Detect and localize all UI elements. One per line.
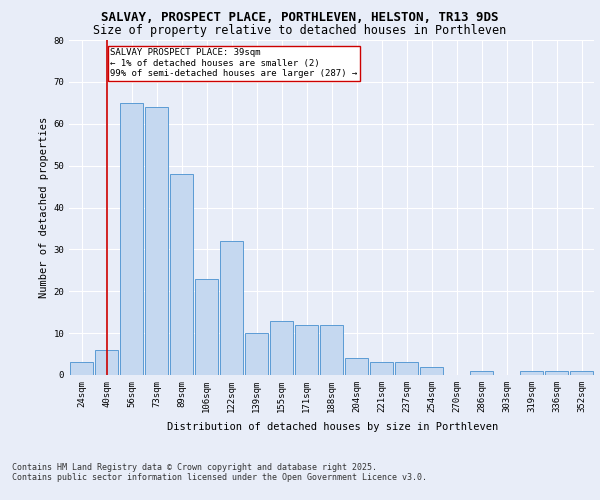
Bar <box>395 362 418 375</box>
Text: SALVAY, PROSPECT PLACE, PORTHLEVEN, HELSTON, TR13 9DS: SALVAY, PROSPECT PLACE, PORTHLEVEN, HELS… <box>101 11 499 24</box>
Bar <box>120 103 143 375</box>
Bar <box>95 350 118 375</box>
Bar <box>195 278 218 375</box>
Bar <box>470 371 493 375</box>
Bar <box>370 362 393 375</box>
Bar <box>345 358 368 375</box>
Bar <box>320 325 343 375</box>
Bar <box>145 107 168 375</box>
Bar <box>220 241 243 375</box>
Bar <box>245 333 268 375</box>
Bar <box>520 371 543 375</box>
Bar <box>545 371 568 375</box>
Text: Distribution of detached houses by size in Porthleven: Distribution of detached houses by size … <box>167 422 499 432</box>
Bar <box>295 325 318 375</box>
Bar <box>70 362 93 375</box>
Text: SALVAY PROSPECT PLACE: 39sqm
← 1% of detached houses are smaller (2)
99% of semi: SALVAY PROSPECT PLACE: 39sqm ← 1% of det… <box>110 48 358 78</box>
Text: Contains HM Land Registry data © Crown copyright and database right 2025.
Contai: Contains HM Land Registry data © Crown c… <box>12 462 427 482</box>
Y-axis label: Number of detached properties: Number of detached properties <box>39 117 49 298</box>
Text: Size of property relative to detached houses in Porthleven: Size of property relative to detached ho… <box>94 24 506 37</box>
Bar <box>570 371 593 375</box>
Bar <box>270 320 293 375</box>
Bar <box>420 366 443 375</box>
Bar <box>170 174 193 375</box>
